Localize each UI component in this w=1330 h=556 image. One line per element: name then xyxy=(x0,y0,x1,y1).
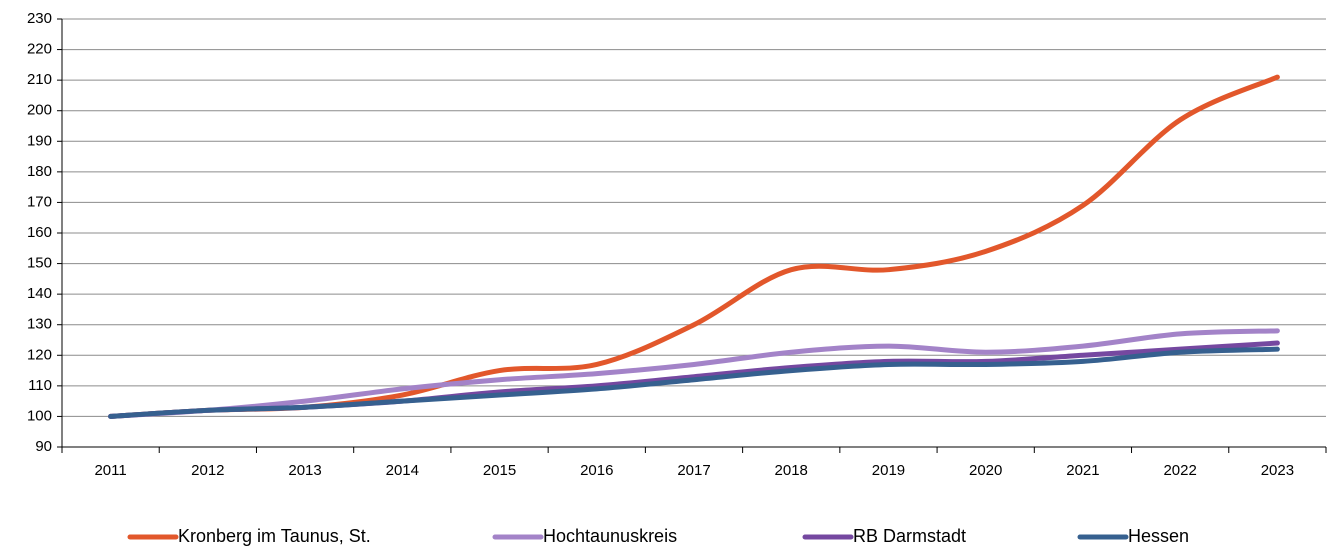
y-tick-label: 120 xyxy=(27,346,52,363)
x-tick-label: 2011 xyxy=(94,462,126,479)
legend-label: Hochtaunuskreis xyxy=(543,526,677,546)
y-tick-label: 140 xyxy=(27,285,52,302)
y-tick-label: 110 xyxy=(28,377,52,394)
series-line xyxy=(108,328,1280,419)
legend-label: Hessen xyxy=(1128,526,1189,546)
y-tick-label: 180 xyxy=(27,163,52,180)
x-tick-label: 2018 xyxy=(775,462,808,479)
x-tick-label: 2020 xyxy=(969,462,1002,479)
legend-label: Kronberg im Taunus, St. xyxy=(178,526,371,546)
y-tick-label: 220 xyxy=(27,41,52,58)
x-tick-label: 2017 xyxy=(677,462,710,479)
x-tick-label: 2013 xyxy=(288,462,321,479)
y-tick-label: 130 xyxy=(27,316,52,333)
y-tick-label: 150 xyxy=(27,255,52,272)
x-tick-label: 2019 xyxy=(872,462,905,479)
legend-label: RB Darmstadt xyxy=(853,526,966,546)
y-tick-label: 210 xyxy=(27,71,52,88)
y-tick-label: 230 xyxy=(27,10,52,27)
y-tick-label: 90 xyxy=(35,438,52,455)
y-tick-label: 160 xyxy=(27,224,52,241)
y-tick-label: 190 xyxy=(27,132,52,149)
x-tick-label: 2016 xyxy=(580,462,613,479)
x-tick-label: 2021 xyxy=(1066,462,1099,479)
y-tick-label: 200 xyxy=(27,102,52,119)
x-tick-label: 2012 xyxy=(191,462,224,479)
x-tick-label: 2014 xyxy=(386,462,419,479)
y-tick-label: 170 xyxy=(27,193,52,210)
x-tick-label: 2023 xyxy=(1261,462,1294,479)
x-tick-label: 2022 xyxy=(1163,462,1196,479)
series-line xyxy=(108,346,1280,419)
y-tick-label: 100 xyxy=(27,407,52,424)
x-tick-label: 2015 xyxy=(483,462,516,479)
